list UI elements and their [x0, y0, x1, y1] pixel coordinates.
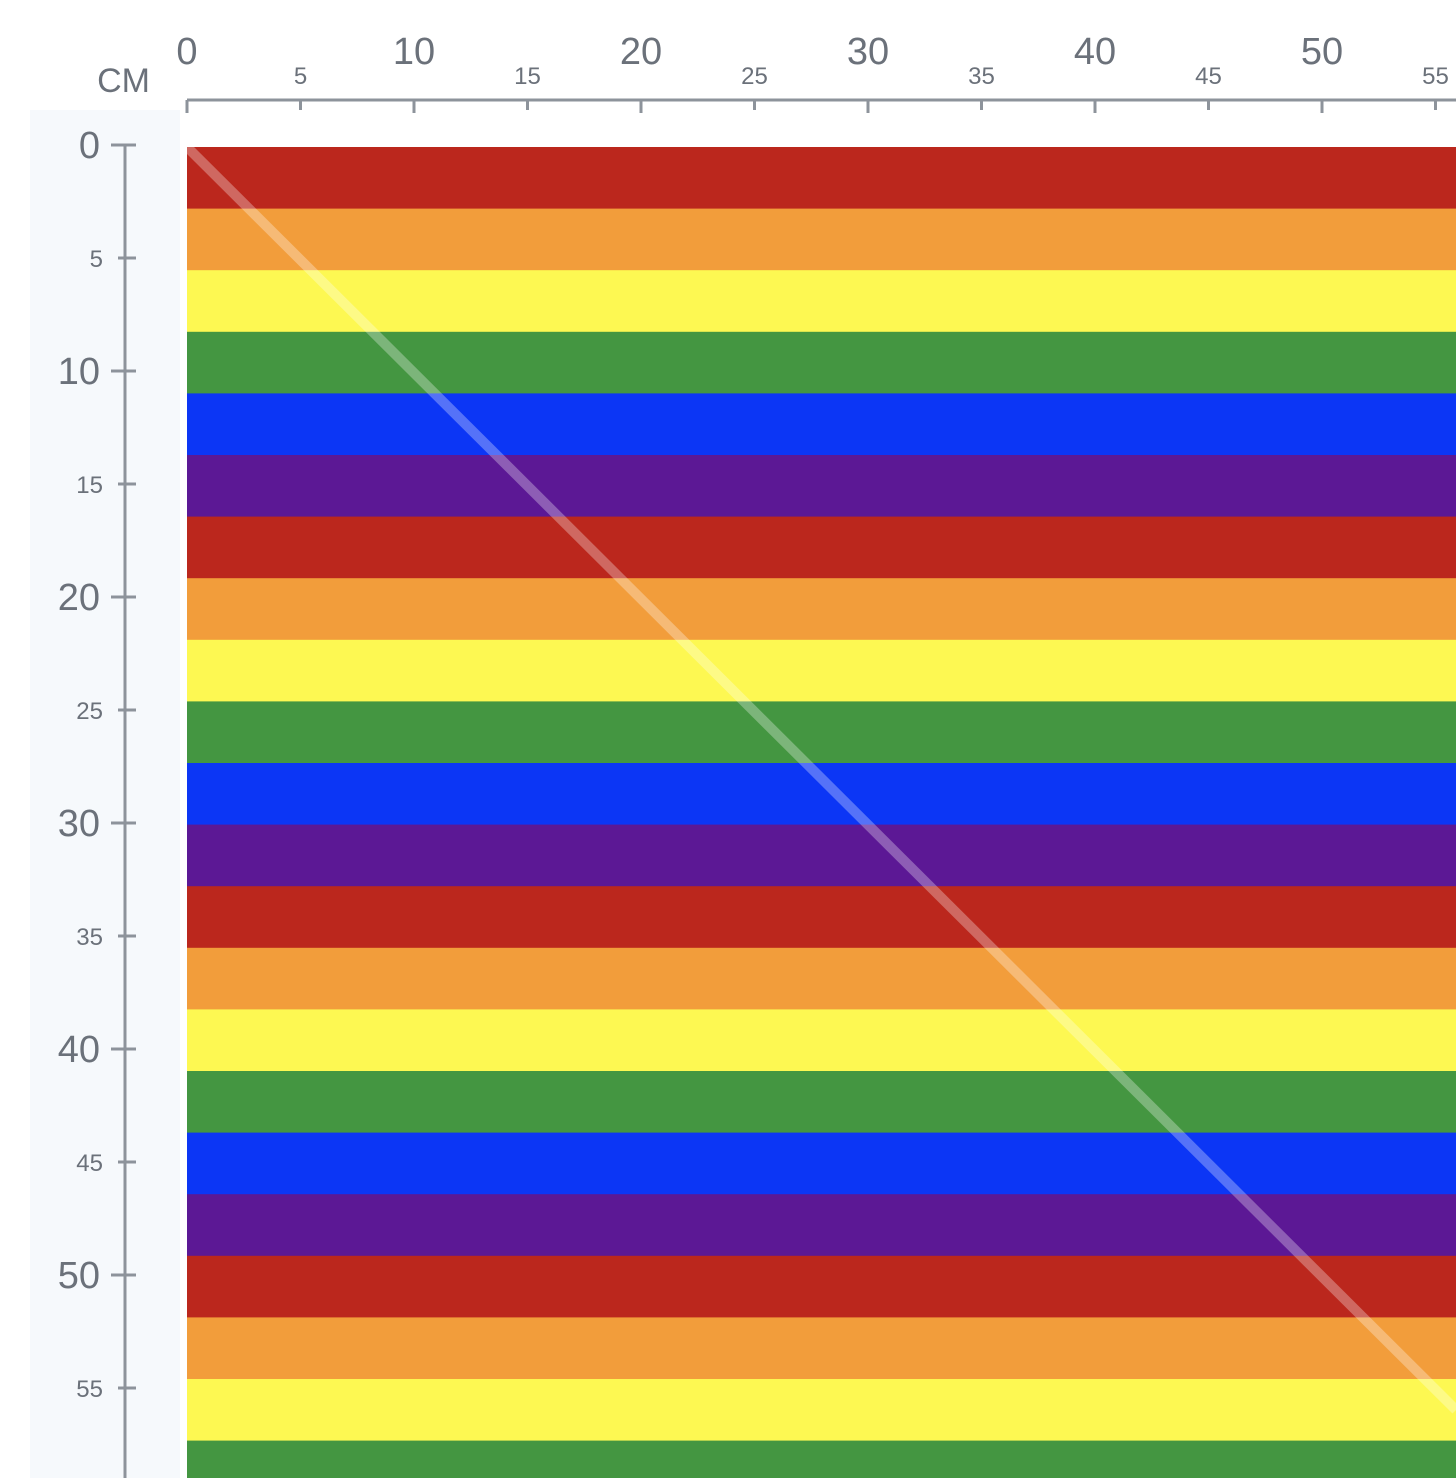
- left-tick-label: 0: [79, 125, 100, 167]
- left-tick-label: 50: [58, 1255, 100, 1297]
- left-tick-label: 20: [58, 577, 100, 619]
- stripe: [187, 1009, 1456, 1072]
- stripe: [187, 331, 1456, 394]
- unit-label: CM: [97, 62, 150, 100]
- stripe: [187, 1440, 1456, 1478]
- stripe: [187, 1255, 1456, 1318]
- stripe: [187, 947, 1456, 1010]
- top-tick-label: 40: [1074, 31, 1116, 73]
- left-tick-label: 40: [58, 1029, 100, 1071]
- stripe: [187, 824, 1456, 887]
- stripe: [187, 147, 1456, 210]
- left-tick-label: 35: [76, 924, 103, 951]
- fabric: [187, 147, 1456, 1478]
- stripe: [187, 455, 1456, 518]
- stripe: [187, 763, 1456, 826]
- top-tick-label: 15: [514, 63, 541, 90]
- left-tick-label: 55: [76, 1376, 103, 1403]
- top-tick-label: 5: [294, 63, 307, 90]
- stripe: [187, 578, 1456, 641]
- top-tick-label: 55: [1422, 63, 1449, 90]
- stripe: [187, 1132, 1456, 1195]
- top-tick-label: 35: [968, 63, 995, 90]
- stripe: [187, 1379, 1456, 1442]
- stripe: [187, 1071, 1456, 1134]
- stripe: [187, 516, 1456, 579]
- left-tick-label: 30: [58, 803, 100, 845]
- fold-highlight: [183, 143, 1456, 1414]
- top-tick-label: 50: [1301, 31, 1343, 73]
- left-tick-label: 15: [76, 472, 103, 499]
- left-tick-label: 25: [76, 698, 103, 725]
- top-tick-label: 30: [847, 31, 889, 73]
- stripe: [187, 1317, 1456, 1380]
- stripe: [187, 701, 1456, 764]
- stripe: [187, 393, 1456, 456]
- top-tick-label: 25: [741, 63, 768, 90]
- stripe: [187, 886, 1456, 949]
- stripe: [187, 208, 1456, 271]
- top-tick-label: 10: [393, 31, 435, 73]
- left-tick-label: 10: [58, 351, 100, 393]
- left-tick-label: 5: [90, 246, 103, 273]
- top-tick-label: 45: [1195, 63, 1222, 90]
- left-tick-label: 45: [76, 1150, 103, 1177]
- ruler-shade: [30, 110, 180, 1478]
- stripe: [187, 270, 1456, 333]
- stripe: [187, 1194, 1456, 1257]
- top-tick-label: 0: [176, 31, 197, 73]
- stripe: [187, 639, 1456, 702]
- top-tick-label: 20: [620, 31, 662, 73]
